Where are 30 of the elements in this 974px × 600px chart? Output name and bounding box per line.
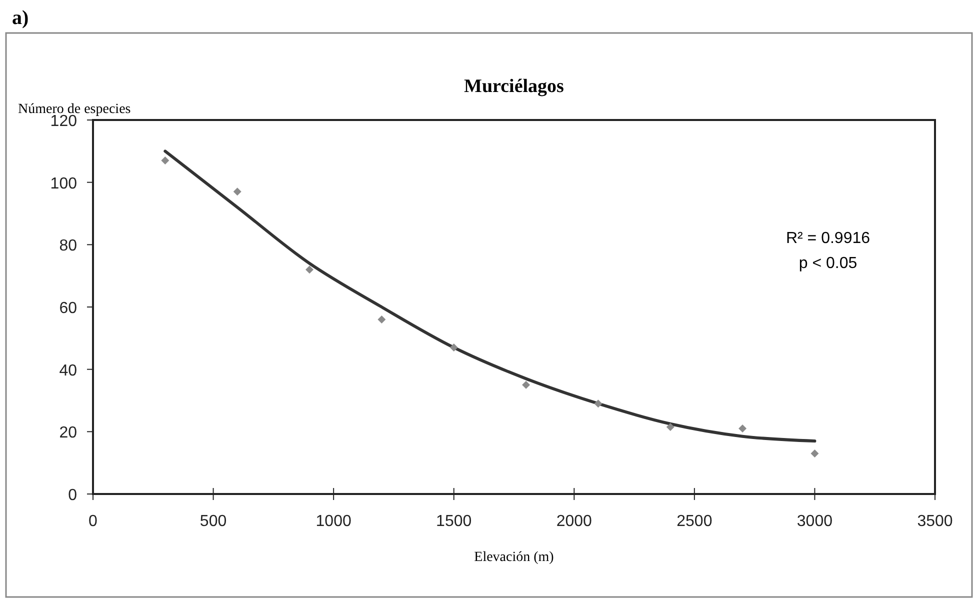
chart-title: Murciélagos <box>464 76 564 97</box>
x-tick-label: 2500 <box>676 513 712 530</box>
y-tick-label: 60 <box>59 300 78 317</box>
x-tick-label: 2000 <box>556 513 592 530</box>
point <box>810 449 819 458</box>
point <box>450 344 458 352</box>
point <box>594 400 602 408</box>
point <box>306 266 314 274</box>
y-tick-label: 40 <box>59 362 78 380</box>
point <box>666 422 674 431</box>
x-tick-label: 3000 <box>796 513 833 530</box>
annotation: R² = 0.9916 <box>786 230 870 247</box>
point <box>161 156 170 165</box>
x-axis-title: Elevación (m) <box>474 550 554 565</box>
point <box>378 315 386 324</box>
y-tick-label: 120 <box>50 113 78 130</box>
x-tick-label: 1000 <box>316 513 352 530</box>
x-tick-label: 500 <box>200 513 227 530</box>
text: a) <box>12 7 29 29</box>
y-tick-label: 20 <box>59 424 78 442</box>
annotation: p < 0.05 <box>798 255 858 272</box>
x-tick-label: 1500 <box>436 513 472 530</box>
y-tick-label: 80 <box>59 238 78 255</box>
point <box>233 188 242 196</box>
y-tick-label: 100 <box>50 175 78 192</box>
y-tick-label: 0 <box>68 487 78 504</box>
point <box>522 380 530 389</box>
point <box>738 424 747 433</box>
x-tick-label: 3500 <box>917 513 953 530</box>
x-tick-label: 0 <box>88 513 98 530</box>
